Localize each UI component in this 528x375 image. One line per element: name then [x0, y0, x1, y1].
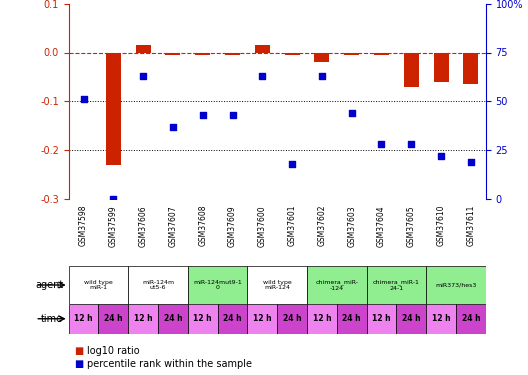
Bar	[165, 53, 181, 55]
Point	[109, 196, 118, 202]
Point	[377, 141, 385, 147]
Bar	[315, 53, 329, 62]
Text: 12 h: 12 h	[432, 314, 450, 323]
Bar	[456, 304, 486, 334]
Text: ■: ■	[74, 359, 83, 369]
Bar	[98, 304, 128, 334]
Text: 24 h: 24 h	[104, 314, 122, 323]
Bar	[426, 304, 456, 334]
Bar	[128, 266, 188, 304]
Text: wild type
miR-124: wild type miR-124	[263, 280, 291, 290]
Bar	[285, 53, 299, 55]
Text: miR-124m
ut5-6: miR-124m ut5-6	[142, 280, 174, 290]
Bar	[69, 304, 98, 334]
Bar	[158, 304, 188, 334]
Text: miR373/hes3: miR373/hes3	[435, 282, 477, 288]
Bar	[255, 45, 270, 53]
Text: percentile rank within the sample: percentile rank within the sample	[87, 359, 252, 369]
Text: 12 h: 12 h	[193, 314, 212, 323]
Text: 24 h: 24 h	[461, 314, 480, 323]
Point	[347, 110, 356, 116]
Text: log10 ratio: log10 ratio	[87, 346, 140, 355]
Text: 12 h: 12 h	[372, 314, 391, 323]
Bar	[426, 266, 486, 304]
Text: 12 h: 12 h	[134, 314, 153, 323]
Point	[467, 159, 475, 165]
Bar	[337, 304, 366, 334]
Bar	[307, 266, 366, 304]
Text: 24 h: 24 h	[402, 314, 421, 323]
Text: 12 h: 12 h	[313, 314, 331, 323]
Bar	[307, 304, 337, 334]
Bar	[344, 53, 359, 55]
Point	[139, 73, 147, 79]
Text: chimera_miR-
-124: chimera_miR- -124	[315, 279, 359, 291]
Bar	[366, 266, 426, 304]
Bar	[433, 53, 448, 82]
Bar	[69, 266, 128, 304]
Bar	[188, 304, 218, 334]
Text: 24 h: 24 h	[223, 314, 242, 323]
Bar	[128, 304, 158, 334]
Point	[437, 153, 445, 159]
Bar	[397, 304, 426, 334]
Text: ■: ■	[74, 346, 83, 355]
Point	[79, 96, 88, 102]
Bar	[218, 304, 248, 334]
Text: 12 h: 12 h	[74, 314, 93, 323]
Text: 24 h: 24 h	[283, 314, 301, 323]
Bar	[136, 45, 150, 53]
Text: agent: agent	[35, 280, 63, 290]
Bar	[248, 266, 307, 304]
Point	[407, 141, 416, 147]
Text: 12 h: 12 h	[253, 314, 271, 323]
Text: miR-124mut9-1
0: miR-124mut9-1 0	[193, 280, 242, 290]
Text: chimera_miR-1
24-1: chimera_miR-1 24-1	[373, 279, 420, 291]
Text: 24 h: 24 h	[164, 314, 182, 323]
Point	[199, 112, 207, 118]
Bar	[277, 304, 307, 334]
Bar	[248, 304, 277, 334]
Text: wild type
miR-1: wild type miR-1	[84, 280, 113, 290]
Bar	[188, 266, 248, 304]
Point	[318, 73, 326, 79]
Bar	[404, 53, 419, 87]
Bar	[374, 53, 389, 55]
Text: 24 h: 24 h	[342, 314, 361, 323]
Bar	[195, 53, 210, 55]
Point	[228, 112, 237, 118]
Point	[258, 73, 267, 79]
Bar	[225, 53, 240, 55]
Text: time: time	[41, 314, 63, 324]
Point	[288, 160, 296, 166]
Bar	[464, 53, 478, 84]
Bar	[366, 304, 397, 334]
Point	[169, 124, 177, 130]
Bar	[106, 53, 121, 165]
